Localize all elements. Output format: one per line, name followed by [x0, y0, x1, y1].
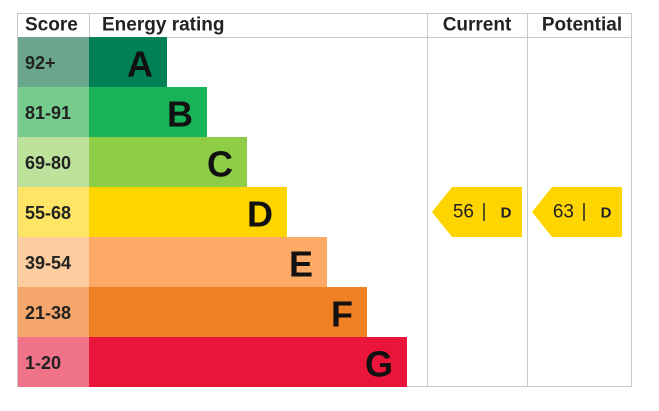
- score-cell: [18, 187, 89, 237]
- rating-bar: [89, 187, 287, 237]
- rating-letter: G: [365, 344, 393, 385]
- score-cell: [18, 237, 89, 287]
- score-cell: [18, 37, 89, 87]
- header-current: Current: [443, 15, 512, 36]
- score-cell: [18, 337, 89, 387]
- score-label: 92+: [25, 53, 56, 73]
- score-label: 69-80: [25, 153, 71, 173]
- rating-letter: A: [127, 44, 153, 85]
- current-arrow: [432, 187, 522, 237]
- rating-bar: [89, 137, 247, 187]
- rating-letter: D: [247, 194, 273, 235]
- header-score: Score: [25, 15, 78, 36]
- current-letter: D: [501, 205, 512, 222]
- rating-letter: B: [167, 94, 193, 135]
- score-cell: [18, 87, 89, 137]
- rating-bar: [89, 37, 167, 87]
- score-label: 81-91: [25, 103, 71, 123]
- rating-letter: E: [289, 244, 313, 285]
- rating-bar: [89, 237, 327, 287]
- rating-letter: C: [207, 144, 233, 185]
- rating-letter: F: [331, 294, 353, 335]
- score-label: 1-20: [25, 353, 61, 373]
- potential-value: 63: [553, 202, 574, 223]
- current-value: 56: [453, 202, 474, 223]
- header-potential: Potential: [542, 15, 622, 36]
- score-label: 55-68: [25, 203, 71, 223]
- header-rating: Energy rating: [102, 15, 224, 36]
- potential-letter: D: [601, 205, 612, 222]
- score-label: 39-54: [25, 253, 71, 273]
- score-cell: [18, 137, 89, 187]
- rating-bar: [89, 287, 367, 337]
- rating-bar: [89, 337, 407, 387]
- potential-arrow: [532, 187, 622, 237]
- score-label: 21-38: [25, 303, 71, 323]
- score-cell: [18, 287, 89, 337]
- rating-bar: [89, 87, 207, 137]
